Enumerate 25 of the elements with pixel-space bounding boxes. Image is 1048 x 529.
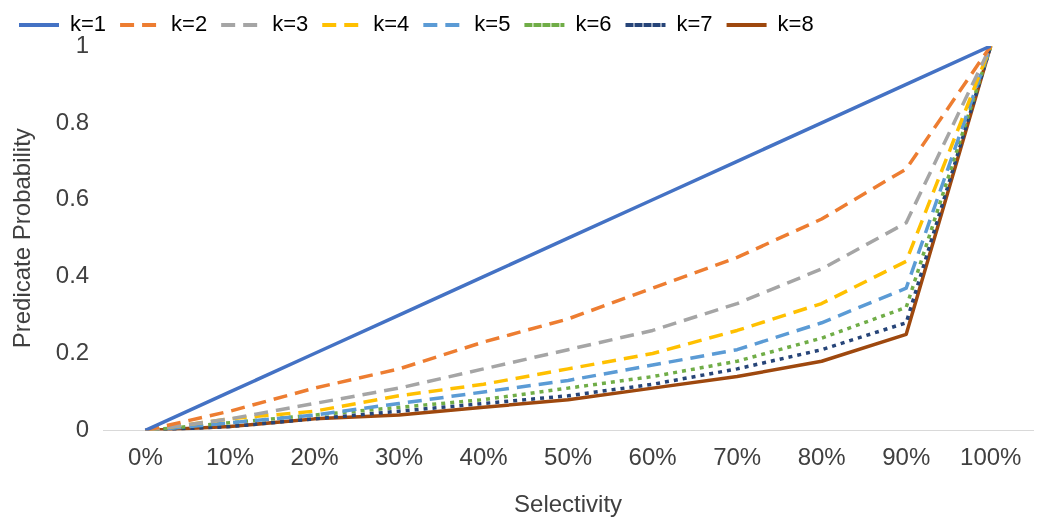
x-tick-label: 10% bbox=[205, 443, 254, 471]
legend-label: k=7 bbox=[676, 11, 713, 37]
y-tick-label: 0.2 bbox=[55, 338, 90, 366]
legend-label: k=4 bbox=[373, 11, 410, 37]
y-tick-label: 0.4 bbox=[55, 261, 90, 289]
x-tick-label: 80% bbox=[797, 443, 846, 471]
legend-label: k=2 bbox=[171, 11, 208, 37]
x-axis-title: Selectivity bbox=[514, 490, 623, 518]
y-tick-label: 0.8 bbox=[55, 107, 90, 135]
x-tick-label: 50% bbox=[544, 443, 593, 471]
x-tick-label: 30% bbox=[375, 443, 424, 471]
x-tick-label: 60% bbox=[628, 443, 677, 471]
legend-label: k=3 bbox=[272, 11, 309, 37]
legend-label: k=8 bbox=[777, 11, 814, 37]
x-tick-label: 90% bbox=[882, 443, 931, 471]
y-tick-label: 0 bbox=[75, 415, 90, 443]
x-tick-label: 20% bbox=[290, 443, 339, 471]
x-tick-label: 100% bbox=[960, 443, 1022, 471]
y-tick-label: 0.6 bbox=[55, 184, 90, 212]
y-axis-title: Predicate Probability bbox=[8, 128, 36, 349]
legend-label: k=5 bbox=[474, 11, 511, 37]
x-tick-label: 0% bbox=[128, 443, 163, 471]
x-tick-label: 40% bbox=[459, 443, 508, 471]
x-tick-label: 70% bbox=[713, 443, 762, 471]
legend-label: k=6 bbox=[575, 11, 612, 37]
